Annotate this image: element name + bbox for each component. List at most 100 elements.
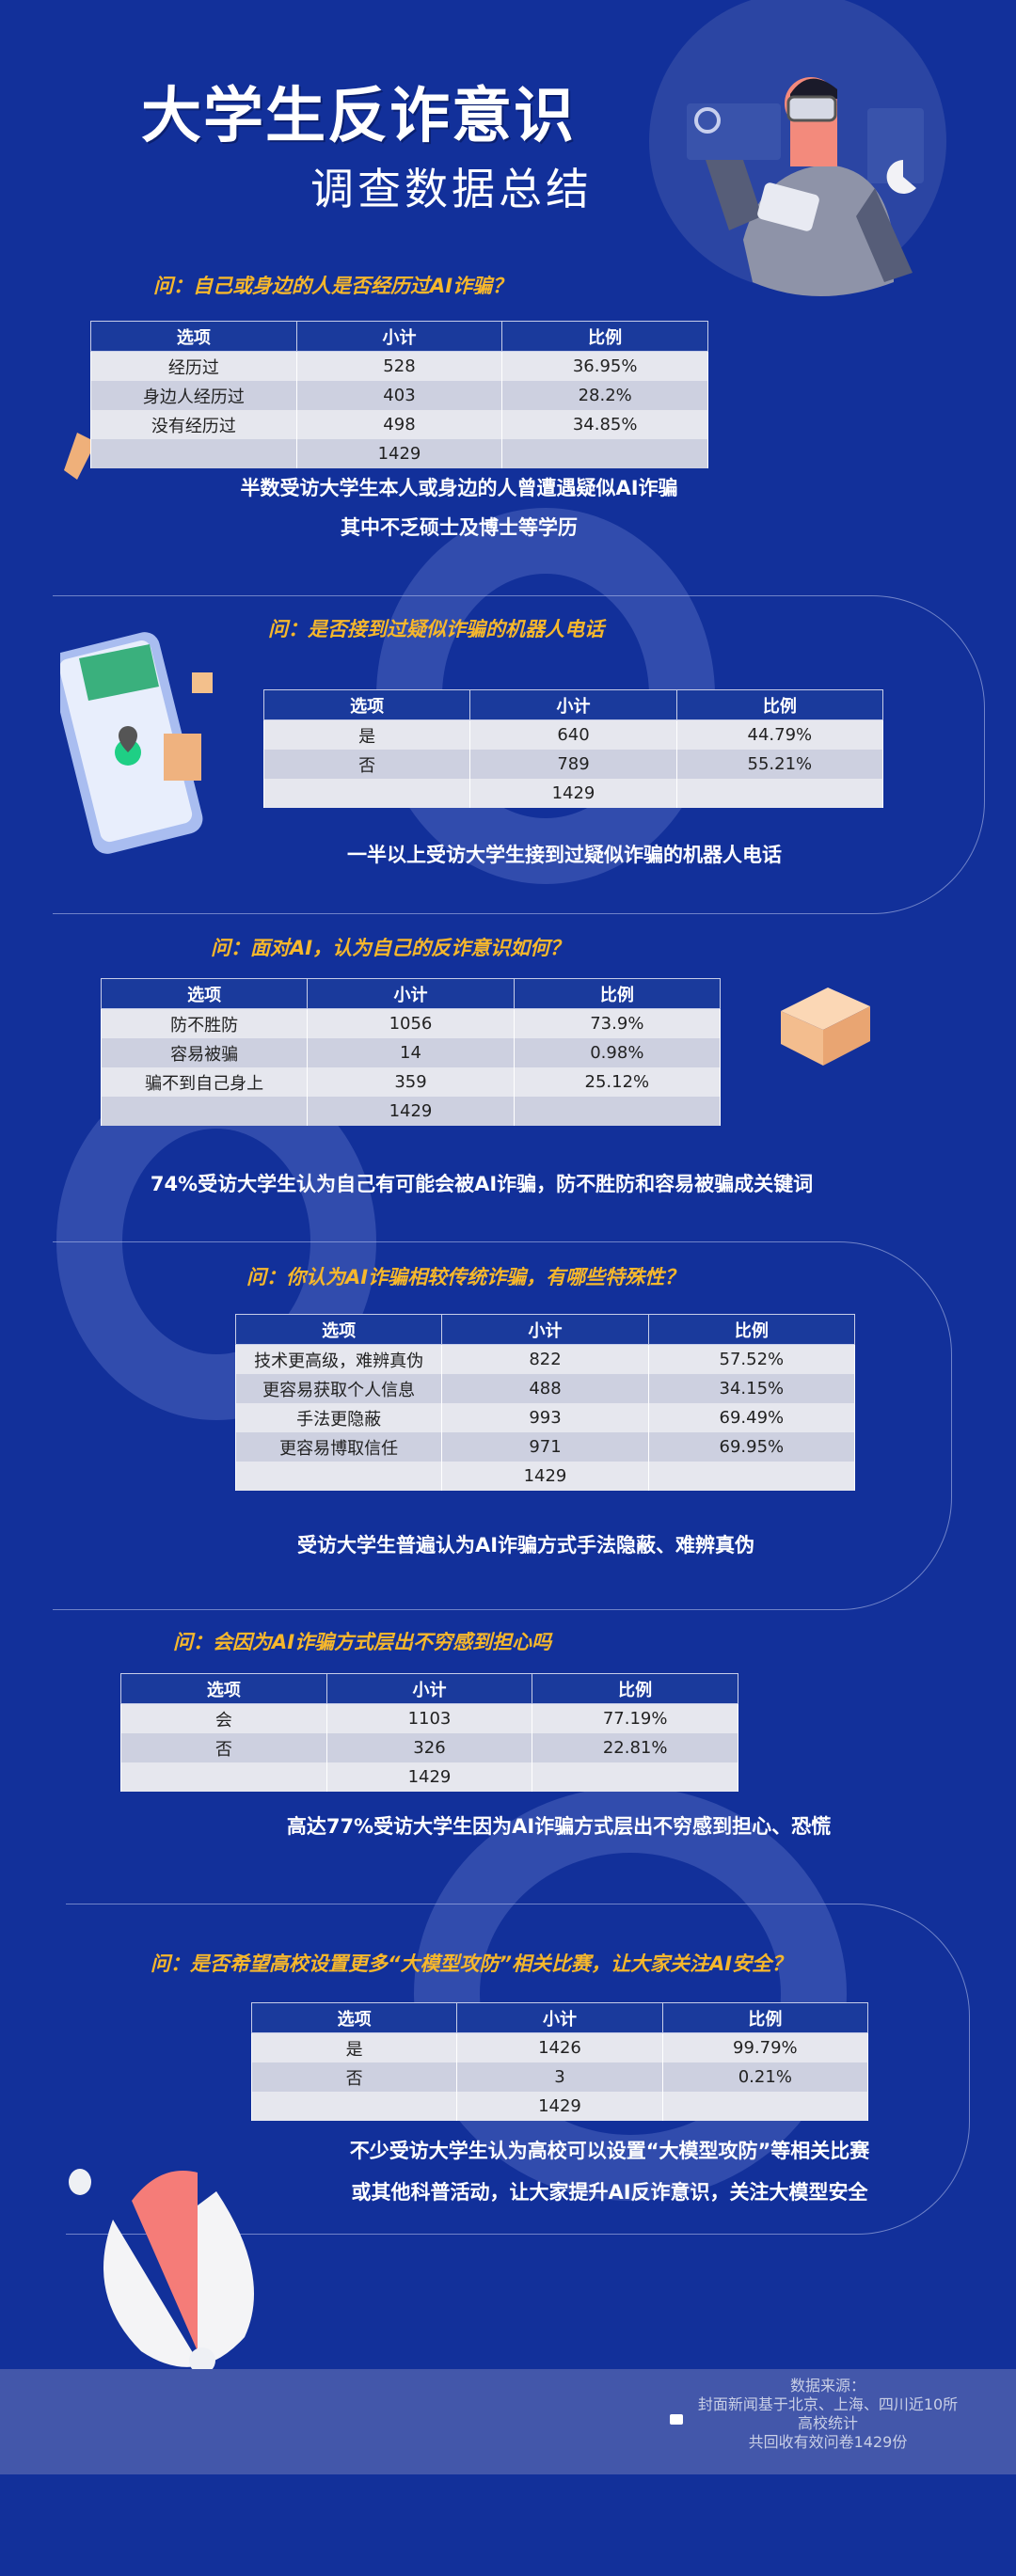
box-corner-illustration (64, 433, 96, 480)
count-cell: 1429 (325, 1762, 533, 1792)
ratio-cell: 34.85% (501, 410, 708, 439)
column-header: 选项 (90, 321, 297, 352)
table-row: 会 1103 77.19% (120, 1703, 738, 1733)
option-cell: 容易被骗 (100, 1038, 309, 1067)
table-row: 手法更隐蔽 993 69.49% (234, 1403, 856, 1432)
data-source: 数据来源： 封面新闻基于北京、上海、四川近10所 高校统计 共回收有效问卷142… (659, 2377, 997, 2452)
column-header: 比例 (647, 1314, 856, 1345)
page-subtitle: 调查数据总结 (310, 164, 593, 214)
column-header: 选项 (250, 2002, 458, 2033)
ratio-cell: 55.21% (675, 750, 884, 779)
option-cell: 没有经历过 (90, 410, 297, 439)
column-header: 小计 (456, 2002, 663, 2033)
ratio-cell: 44.79% (675, 719, 884, 750)
option-cell: 更容易获取个人信息 (234, 1374, 443, 1403)
ratio-cell (513, 1097, 722, 1126)
question-5: 问：会因为AI诈骗方式层出不穷感到担心吗 (173, 1631, 552, 1653)
ratio-cell: 69.49% (647, 1403, 856, 1432)
table-header-row: 选项 小计 比例 (250, 2002, 869, 2033)
count-cell: 993 (441, 1403, 649, 1432)
count-cell: 1429 (441, 1462, 649, 1491)
option-cell (262, 779, 471, 808)
ratio-cell: 34.15% (647, 1374, 856, 1403)
ratio-cell: 73.9% (513, 1008, 722, 1038)
column-header: 小计 (325, 1673, 533, 1704)
survey-table-4: 选项 小计 比例 技术更高级，难辨真伪 822 57.52% 更容易获取个人信息 488 34.… (234, 1314, 856, 1491)
option-cell: 骗不到自己身上 (100, 1067, 309, 1097)
summary-5: 高达77%受访大学生因为AI诈骗方式层出不穷感到担心、恐慌 (287, 1807, 831, 1846)
count-cell: 971 (441, 1432, 649, 1462)
pie-chart-illustration (69, 2169, 254, 2374)
option-cell: 技术更高级，难辨真伪 (234, 1344, 443, 1374)
column-header: 小计 (307, 978, 515, 1009)
ratio-cell: 28.2% (501, 381, 708, 410)
table-row: 防不胜防 1056 73.9% (100, 1008, 722, 1038)
summary-3: 74%受访大学生认为自己有可能会被AI诈骗，防不胜防和容易被骗成关键词 (151, 1164, 813, 1204)
table-row: 没有经历过 498 34.85% (90, 410, 708, 439)
column-header: 选项 (262, 689, 471, 720)
option-cell (100, 1097, 309, 1126)
option-cell: 防不胜防 (100, 1008, 309, 1038)
table-header-row: 选项 小计 比例 (100, 978, 722, 1009)
option-cell: 手法更隐蔽 (234, 1403, 443, 1432)
option-cell (90, 439, 297, 468)
question-6: 问：是否希望高校设置更多“大模型攻防”相关比赛，让大家关注AI安全？ (151, 1952, 792, 1975)
source-line: 数据来源： (789, 2377, 865, 2394)
option-cell: 否 (120, 1733, 327, 1762)
total-row: 1429 (120, 1762, 738, 1792)
total-row: 1429 (234, 1462, 856, 1491)
question-3: 问：面对AI，认为自己的反诈意识如何？ (211, 937, 570, 959)
vr-person-illustration (649, 0, 946, 296)
ratio-cell: 77.19% (532, 1703, 738, 1733)
option-cell: 会 (120, 1703, 327, 1733)
table-header-row: 选项 小计 比例 (234, 1314, 856, 1345)
summary-line: 不少受访大学生认为高校可以设置“大模型攻防”等相关比赛 (349, 2140, 870, 2162)
column-header: 选项 (100, 978, 309, 1009)
column-header: 比例 (532, 1673, 738, 1704)
count-cell: 789 (469, 750, 677, 779)
ratio-cell (647, 1462, 856, 1491)
count-cell: 640 (469, 719, 677, 750)
phone-shop-illustration (60, 632, 213, 854)
footer-band (0, 2369, 1016, 2474)
count-cell: 3 (456, 2062, 663, 2092)
comment-icon[interactable] (670, 2414, 683, 2425)
table-row: 是 1426 99.79% (250, 2032, 869, 2062)
ratio-cell (532, 1762, 738, 1792)
column-header: 比例 (513, 978, 722, 1009)
column-header: 小计 (441, 1314, 649, 1345)
question-2: 问：是否接到过疑似诈骗的机器人电话 (268, 618, 604, 640)
count-cell: 403 (295, 381, 503, 410)
ratio-cell: 36.95% (501, 351, 708, 381)
survey-table-5: 选项 小计 比例会 1103 77.19% 否 326 22.81% 1429 (120, 1673, 738, 1792)
option-cell: 否 (250, 2062, 458, 2092)
ratio-cell: 69.95% (647, 1432, 856, 1462)
count-cell: 326 (325, 1733, 533, 1762)
summary-6: 不少受访大学生认为高校可以设置“大模型攻防”等相关比赛 或其他科普活动，让大家提… (350, 2131, 870, 2212)
survey-table-2: 选项 小计 比例是 640 44.79% 否 789 55.21% 1429 (262, 689, 884, 808)
table-row: 否 326 22.81% (120, 1733, 738, 1762)
summary-line: 或其他科普活动，让大家提升AI反诈意识，关注大模型安全 (351, 2181, 868, 2204)
option-cell: 经历过 (90, 351, 297, 381)
option-cell: 是 (262, 719, 471, 750)
total-row: 1429 (262, 779, 884, 808)
table-row: 是 640 44.79% (262, 719, 884, 750)
count-cell: 359 (307, 1067, 515, 1097)
table-row: 否 3 0.21% (250, 2062, 869, 2092)
option-cell (234, 1462, 443, 1491)
ratio-cell: 0.98% (513, 1038, 722, 1067)
ratio-cell: 99.79% (661, 2032, 869, 2062)
column-header: 选项 (234, 1314, 443, 1345)
table-row: 更容易获取个人信息 488 34.15% (234, 1374, 856, 1403)
count-cell: 488 (441, 1374, 649, 1403)
ratio-cell (501, 439, 708, 468)
table-row: 经历过 528 36.95% (90, 351, 708, 381)
column-header: 比例 (501, 321, 708, 352)
count-cell: 14 (307, 1038, 515, 1067)
divider-line (53, 595, 985, 914)
count-cell: 1426 (456, 2032, 663, 2062)
table-row: 否 789 55.21% (262, 750, 884, 779)
count-cell: 528 (295, 351, 503, 381)
total-row: 1429 (250, 2092, 869, 2121)
table-header-row: 选项 小计 比例 (262, 689, 884, 720)
